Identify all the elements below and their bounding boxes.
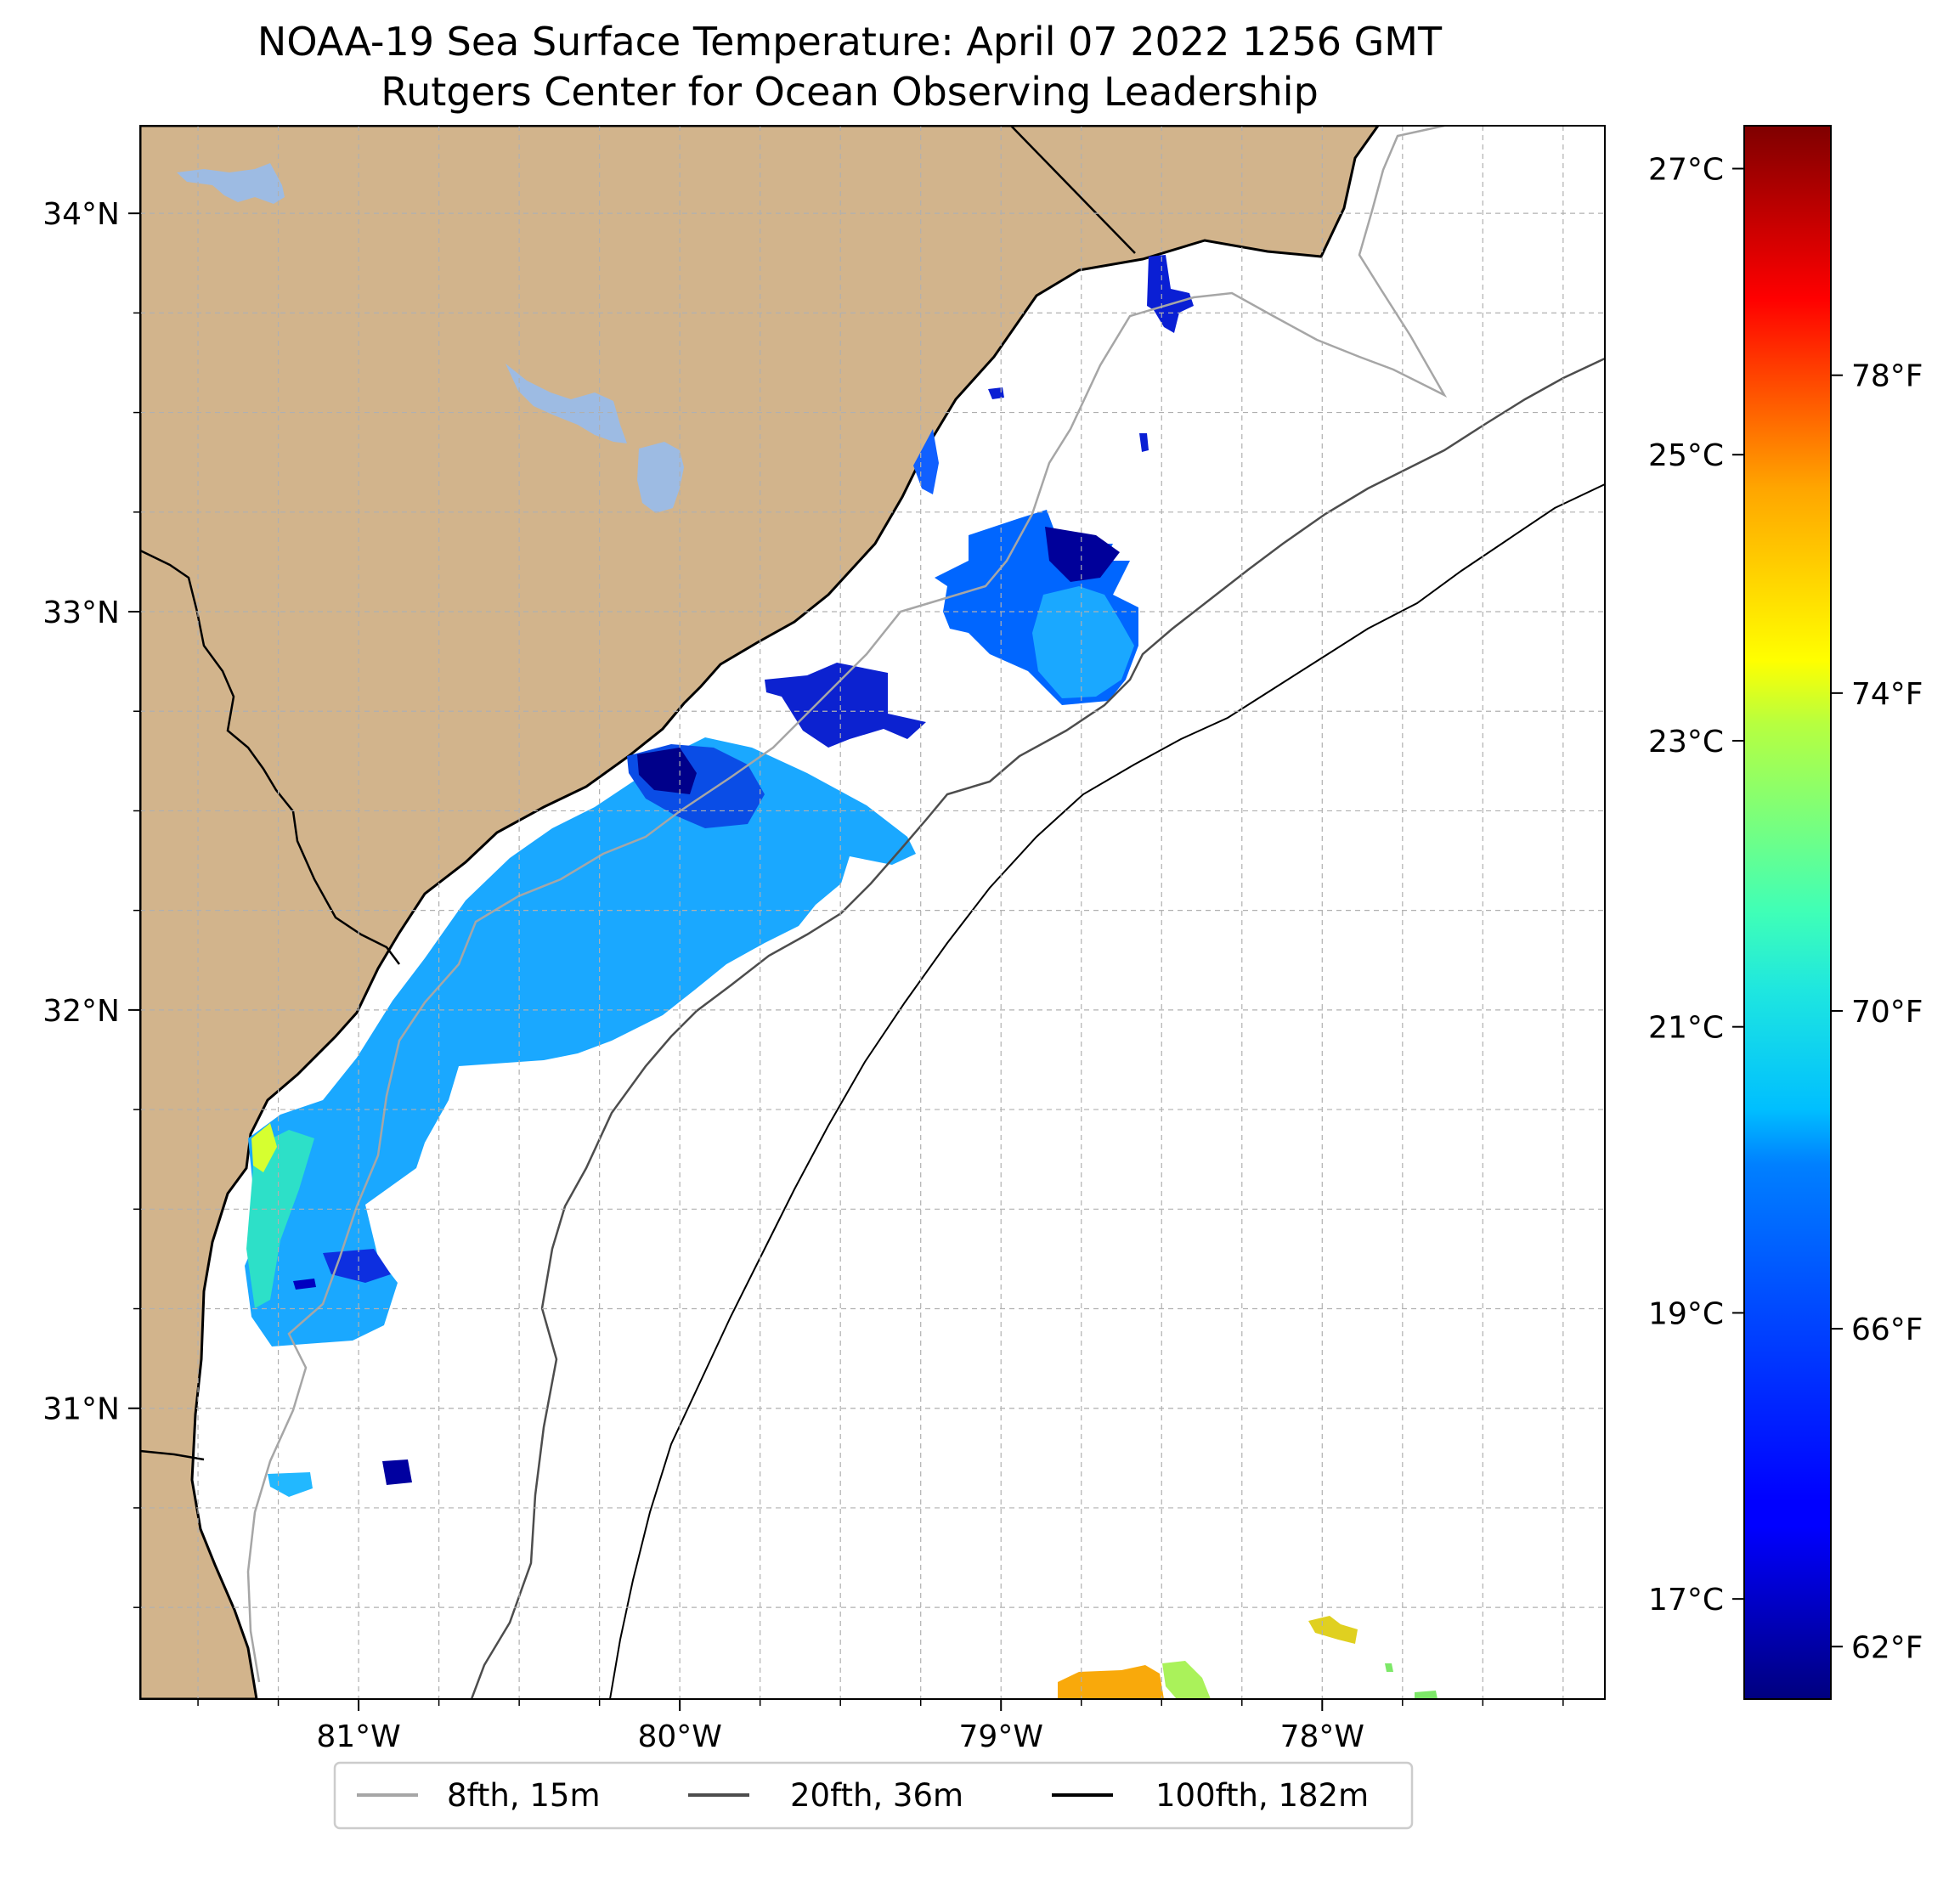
map-area <box>140 126 1605 1699</box>
sst-patch-se-green <box>1162 1661 1211 1699</box>
lat-tick-label: 33°N <box>42 596 120 630</box>
sst-patch-sc-light <box>1032 586 1134 698</box>
sst-patch-cape-fear <box>1147 255 1194 333</box>
lon-tick-label: 79°W <box>959 1719 1043 1754</box>
state-boundary-south <box>140 1449 205 1461</box>
legend-label-20fth: 20fth, 36m <box>790 1777 963 1814</box>
sst-patch-coastal-green <box>246 1130 314 1308</box>
lat-tick-label: 34°N <box>42 197 120 232</box>
sst-patch-small-2 <box>1139 433 1149 452</box>
colorbar-fahrenheit-label: 78°F <box>1851 359 1923 394</box>
colorbar-fahrenheit-label: 62°F <box>1851 1630 1923 1665</box>
lake-marion <box>177 163 285 204</box>
sst-patch-darkest <box>637 748 697 794</box>
legend-label-100fth: 100fth, 182m <box>1155 1777 1369 1814</box>
colorbar-celsius-label: 21°C <box>1648 1011 1724 1046</box>
colorbar-celsius-label: 17°C <box>1648 1583 1724 1617</box>
state-boundary-nc-sc <box>1010 126 1136 254</box>
colorbar-fahrenheit-label: 70°F <box>1851 995 1923 1030</box>
title-line-2: Rutgers Center for Ocean Observing Leade… <box>381 69 1319 115</box>
gridlines <box>140 126 1605 1699</box>
sst-patch-small-1 <box>988 387 1004 399</box>
legend-label-8fth: 8fth, 15m <box>447 1777 601 1814</box>
legend-box <box>333 1761 1414 1830</box>
sst-patch-sc-dark <box>1045 527 1120 582</box>
legend: 8fth, 15m 20fth, 36m 100fth, 182m <box>333 1761 1414 1830</box>
sst-patch-small-4 <box>268 1472 313 1497</box>
sst-patch-se-orange <box>1058 1665 1164 1699</box>
sst-patch-small-3 <box>382 1459 412 1485</box>
sst-patch-coastal-yellow <box>251 1123 277 1172</box>
colorbar-celsius-label: 23°C <box>1648 725 1724 759</box>
contour-8fth <box>246 126 1448 1683</box>
state-boundary-sc-ga <box>140 549 400 965</box>
lon-tick-label: 80°W <box>637 1719 721 1754</box>
lon-tick-label: 78°W <box>1280 1719 1364 1754</box>
colorbar-celsius-label: 25°C <box>1648 438 1724 473</box>
colorbar-gradient <box>1743 125 1832 1700</box>
colorbar-fahrenheit-label: 74°F <box>1851 677 1923 712</box>
sst-patch-se-yellow <box>1308 1616 1358 1644</box>
sst-patch-winyah-bay <box>913 429 939 494</box>
lat-tick-label: 32°N <box>42 994 120 1029</box>
sst-patch-small-5 <box>293 1279 316 1290</box>
lat-tick-label: 31°N <box>42 1392 120 1427</box>
contour-100fth <box>609 483 1605 1699</box>
sst-patch-se-small <box>1385 1663 1438 1699</box>
colorbar-celsius-label: 19°C <box>1648 1296 1724 1331</box>
lake-small <box>637 442 684 513</box>
lake-moultrie <box>506 364 627 443</box>
sst-patch-sc-west <box>765 663 926 748</box>
map-frame <box>139 125 1606 1700</box>
lon-tick-label: 81°W <box>316 1719 400 1754</box>
sst-data <box>245 255 1438 1699</box>
land-mass <box>140 126 1380 1699</box>
colorbar: 27°C 25°C 23°C 21°C 19°C 17°C 78°F 74°F 70°F 66°F… <box>1648 125 1923 1700</box>
sst-patch-georgia-shelf <box>245 737 916 1346</box>
colorbar-fahrenheit-label: 66°F <box>1851 1313 1923 1347</box>
contour-20fth <box>470 357 1605 1699</box>
title-line-1: NOAA-19 Sea Surface Temperature: April 0… <box>257 19 1443 65</box>
colorbar-celsius-label: 27°C <box>1648 153 1724 188</box>
axis-ticks: 81°W 80°W 79°W 78°W 34°N 33°N 32°N 31°N <box>42 197 1564 1754</box>
colorbar-ticks: 27°C 25°C 23°C 21°C 19°C 17°C 78°F 74°F 70°F 66°F… <box>1648 153 1923 1666</box>
